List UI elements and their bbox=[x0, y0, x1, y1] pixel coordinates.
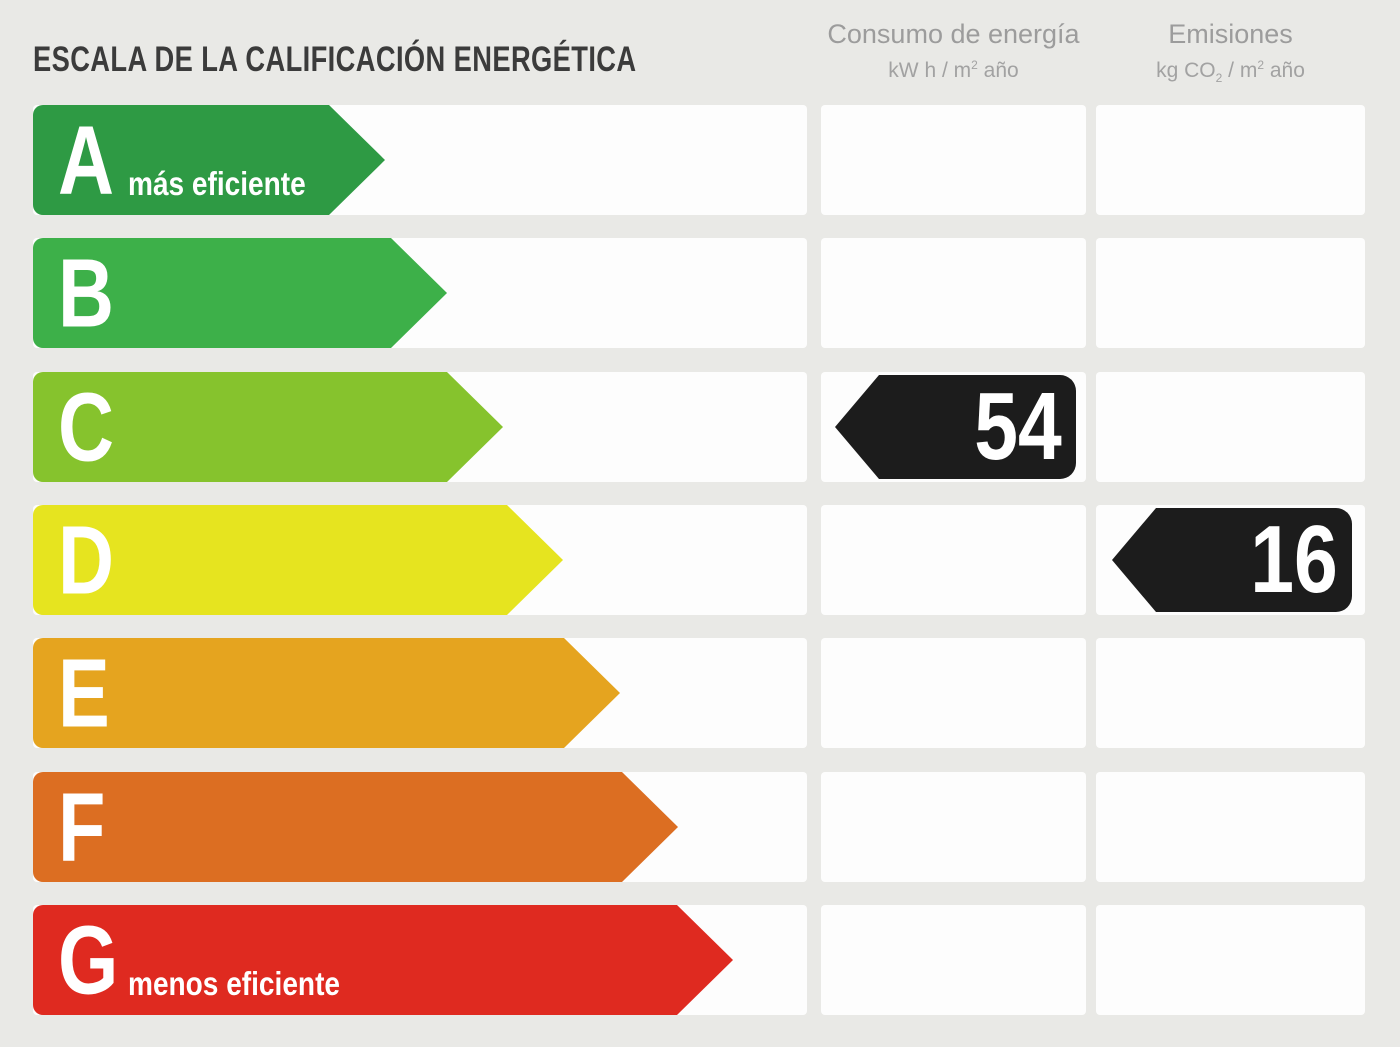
emissions-cell bbox=[1096, 772, 1365, 882]
emissions-cell bbox=[1096, 372, 1365, 482]
rating-bar-b: B bbox=[33, 238, 447, 348]
rating-bar-d: D bbox=[33, 505, 563, 615]
rating-letter: E bbox=[58, 638, 110, 748]
emissions-column-label: Emisiones bbox=[1168, 19, 1293, 49]
consumption-cell bbox=[821, 238, 1086, 348]
rating-row-g: G menos eficiente bbox=[33, 905, 1365, 1015]
rating-letter: G bbox=[58, 905, 119, 1015]
emissions-value-marker: 16 bbox=[1112, 508, 1352, 612]
rating-bar-e: E bbox=[33, 638, 620, 748]
rating-rows: A más eficiente B C 54 bbox=[33, 105, 1365, 1015]
rating-bar-f: F bbox=[33, 772, 678, 882]
emissions-cell bbox=[1096, 638, 1365, 748]
emissions-column-unit: kg CO2 / m2 año bbox=[1156, 58, 1305, 86]
rating-letter: F bbox=[58, 772, 106, 882]
consumption-cell bbox=[821, 905, 1086, 1015]
consumption-cell bbox=[821, 772, 1086, 882]
emissions-cell bbox=[1096, 238, 1365, 348]
rating-bar-g: G menos eficiente bbox=[33, 905, 733, 1015]
consumption-column-unit: kW h / m2 año bbox=[888, 58, 1019, 83]
rating-letter: B bbox=[58, 238, 115, 348]
rating-row-d: D 16 bbox=[33, 505, 1365, 615]
emissions-cell bbox=[1096, 105, 1365, 215]
emissions-column-header: Emisiones kg CO2 / m2 año bbox=[1096, 18, 1365, 86]
efficiency-note: menos eficiente bbox=[128, 965, 341, 1002]
rating-row-c: C 54 bbox=[33, 372, 1365, 482]
consumption-cell bbox=[821, 505, 1086, 615]
efficiency-note: más eficiente bbox=[128, 165, 306, 202]
rating-row-b: B bbox=[33, 238, 1365, 348]
rating-row-e: E bbox=[33, 638, 1365, 748]
panel-title: ESCALA DE LA CALIFICACIÓN ENERGÉTICA bbox=[33, 40, 637, 79]
rating-bar-a: A más eficiente bbox=[33, 105, 385, 215]
rating-letter: D bbox=[58, 505, 115, 615]
rating-row-f: F bbox=[33, 772, 1365, 882]
rating-letter: A bbox=[58, 105, 115, 215]
consumption-cell bbox=[821, 638, 1086, 748]
emissions-cell bbox=[1096, 905, 1365, 1015]
consumption-cell bbox=[821, 105, 1086, 215]
rating-row-a: A más eficiente bbox=[33, 105, 1365, 215]
consumption-column-header: Consumo de energía kW h / m2 año bbox=[821, 18, 1086, 83]
rating-letter: C bbox=[58, 372, 115, 482]
consumption-column-label: Consumo de energía bbox=[827, 19, 1080, 49]
rating-bar-c: C bbox=[33, 372, 503, 482]
emissions-value: 16 bbox=[1250, 506, 1338, 613]
consumption-value: 54 bbox=[974, 373, 1062, 480]
consumption-value-marker: 54 bbox=[835, 375, 1076, 479]
